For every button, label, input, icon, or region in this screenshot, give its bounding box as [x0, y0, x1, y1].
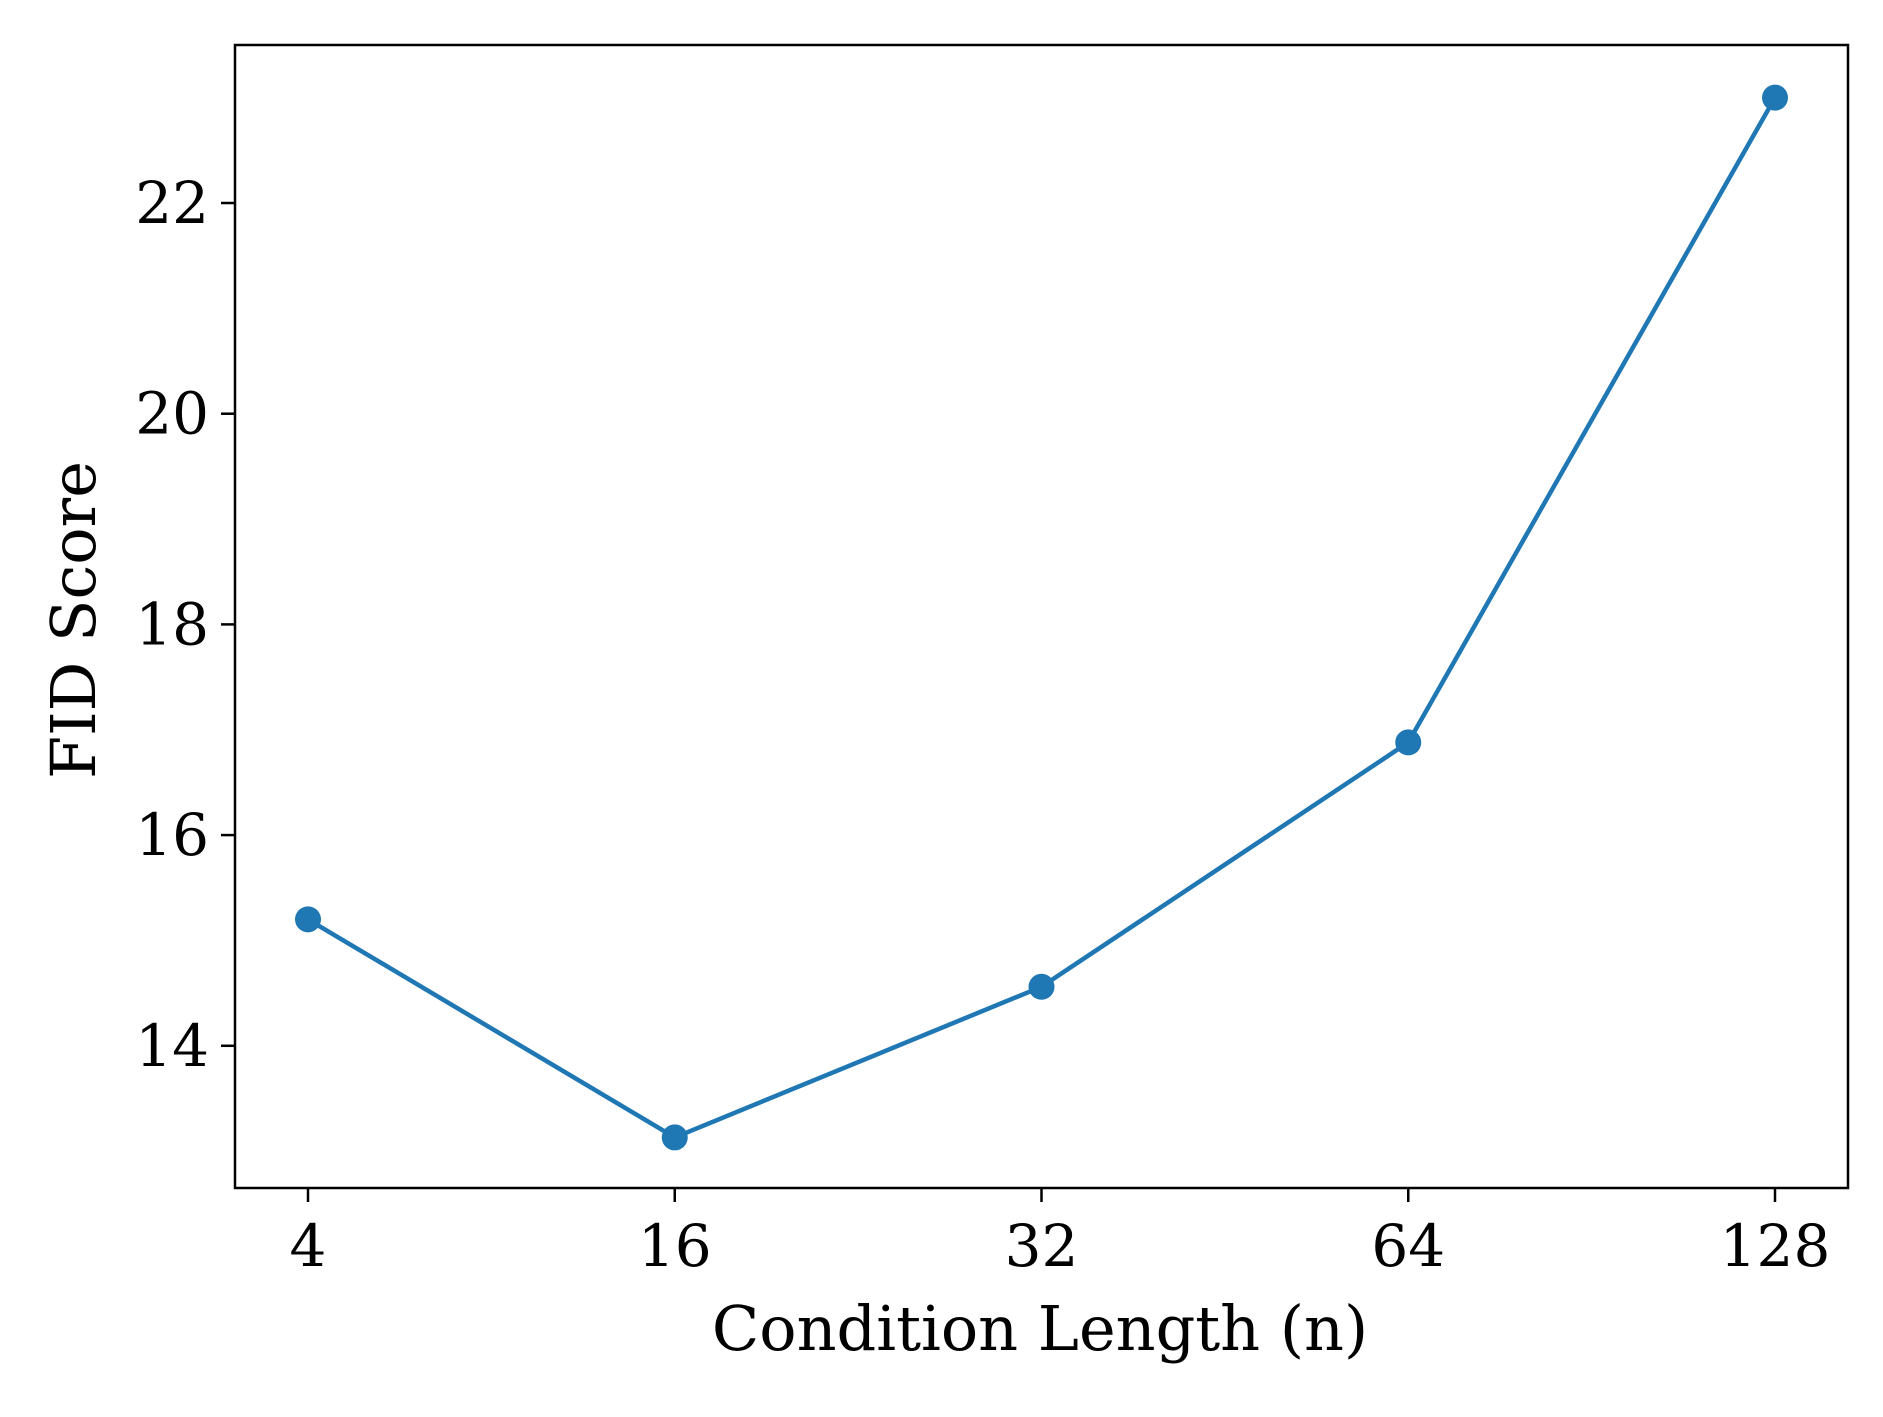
- data-point: [1762, 84, 1788, 111]
- y-tick-label: 20: [135, 380, 209, 448]
- x-axis-label: Condition Length (n): [712, 1292, 1368, 1365]
- y-tick-label: 18: [135, 590, 209, 658]
- x-tick-label: 64: [1371, 1212, 1445, 1280]
- y-axis-label: FID Score: [37, 461, 110, 779]
- data-point: [1395, 729, 1422, 756]
- y-tick-label: 22: [135, 169, 209, 237]
- data-point: [1028, 973, 1055, 1000]
- x-tick-label: 128: [1720, 1212, 1831, 1280]
- data-point: [295, 906, 321, 933]
- data-point: [661, 1124, 688, 1151]
- series-layer: [295, 84, 1788, 1151]
- x-tick-label: 32: [1005, 1212, 1079, 1280]
- y-tick-label: 14: [135, 1012, 209, 1080]
- y-tick-label: 16: [135, 801, 209, 869]
- ticks-layer: 4 16 32 64 128 14 16 18 20 22: [135, 169, 1830, 1280]
- x-tick-label: 4: [290, 1212, 327, 1280]
- x-tick-label: 16: [638, 1212, 712, 1280]
